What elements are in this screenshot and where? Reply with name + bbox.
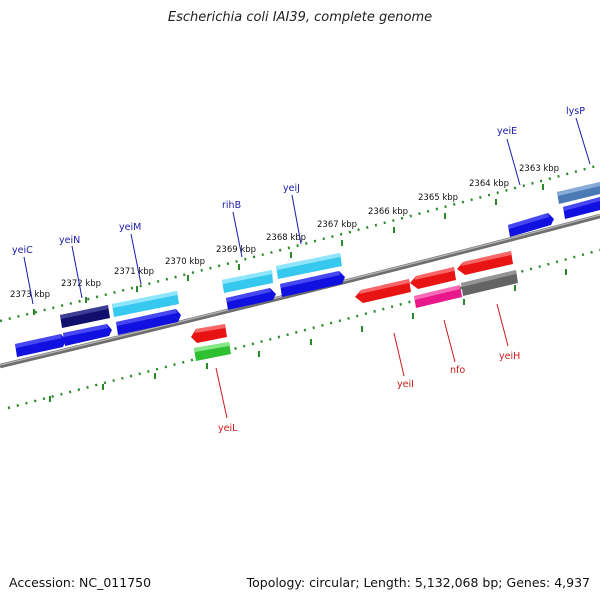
gene-yeiJ-inner-box[interactable] <box>280 271 345 297</box>
reverse-genes-outer <box>194 270 518 361</box>
gene-label-yeiN[interactable]: yeiN <box>59 235 80 246</box>
reverse-leader-lines <box>215 303 509 419</box>
accession-label: Accession: NC_011750 <box>9 575 152 590</box>
gene-label-yeiC[interactable]: yeiC <box>12 245 33 256</box>
genes-count-text: Genes: 4,937 <box>506 575 590 590</box>
reverse-major-ticks <box>49 269 567 402</box>
forward-genes-outer <box>60 182 600 328</box>
genome-stats: Topology: circular; Length: 5,132,068 bp… <box>247 575 590 590</box>
gene-label-yeiH[interactable]: yeiH <box>499 351 520 362</box>
tick-label: 2366 kbp <box>368 207 408 217</box>
tick-label: 2372 kbp <box>61 279 101 289</box>
tick-label: 2367 kbp <box>317 220 357 230</box>
gene-labels: yeiC yeiN yeiM rihB yeiJ yeiE lysP yeiL … <box>12 106 585 434</box>
topology-text: Topology: circular; <box>246 575 360 590</box>
tick-label: 2364 kbp <box>469 179 509 189</box>
tick-labels: 2373 kbp 2372 kbp 2371 kbp 2370 kbp 2369… <box>10 164 559 300</box>
gene-label-yeiE[interactable]: yeiE <box>497 126 517 137</box>
reverse-genes-inner <box>191 251 513 343</box>
length-text: Length: 5,132,068 bp; <box>363 575 503 590</box>
gene-label-rihB[interactable]: rihB <box>222 200 241 211</box>
gene-label-yeiL[interactable]: yeiL <box>218 423 238 434</box>
forward-genes-inner <box>15 197 600 357</box>
gene-label-yeiM[interactable]: yeiM <box>119 222 141 233</box>
tick-label: 2373 kbp <box>10 290 50 300</box>
gene-label-yeiJ[interactable]: yeiJ <box>283 183 300 194</box>
gene-yeiE-box[interactable] <box>508 213 554 237</box>
tick-label: 2370 kbp <box>165 257 205 267</box>
gene-label-lysP[interactable]: lysP <box>566 106 585 117</box>
forward-major-ticks <box>33 184 544 315</box>
tick-label: 2371 kbp <box>114 267 154 277</box>
map-title: Escherichia coli IAI39, complete genome <box>167 10 433 25</box>
forward-leader-lines <box>23 117 591 305</box>
tick-label: 2368 kbp <box>266 233 306 243</box>
tick-label: 2363 kbp <box>519 164 559 174</box>
tick-label: 2369 kbp <box>216 245 256 255</box>
gene-label-nfo[interactable]: nfo <box>450 365 465 376</box>
gene-label-yeiI[interactable]: yeiI <box>397 379 414 390</box>
forward-tick-ruler <box>0 163 600 323</box>
tick-label: 2365 kbp <box>418 193 458 203</box>
